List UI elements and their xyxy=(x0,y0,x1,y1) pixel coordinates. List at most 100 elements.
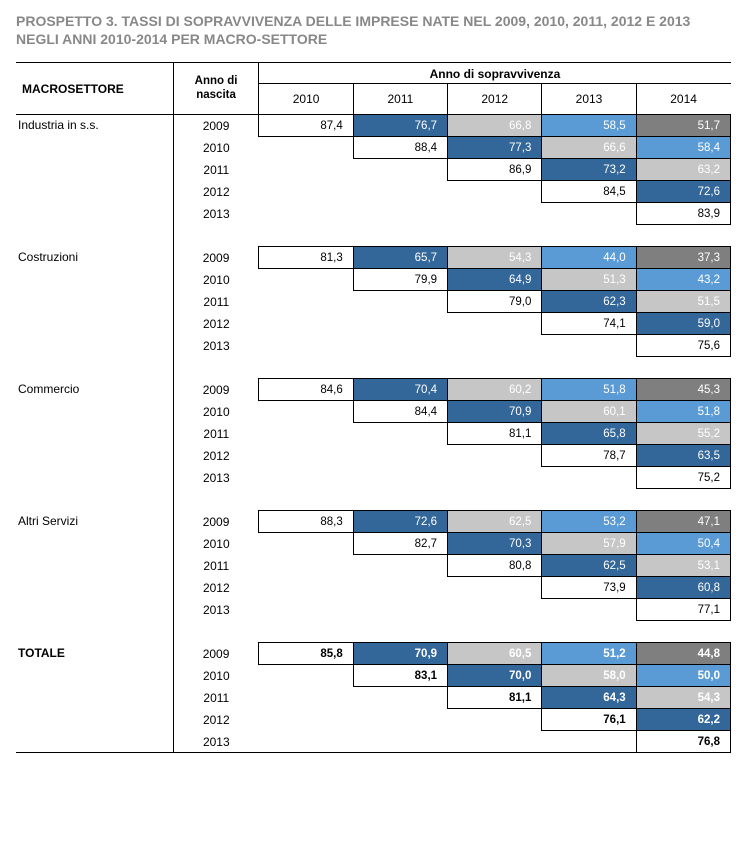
empty-cell xyxy=(259,731,353,753)
empty-cell xyxy=(542,731,636,753)
value-cell: 78,7 xyxy=(542,445,636,467)
empty-cell xyxy=(353,159,447,181)
empty-cell xyxy=(353,423,447,445)
empty-cell xyxy=(353,731,447,753)
birth-year: 2010 xyxy=(173,533,259,555)
value-cell: 62,5 xyxy=(542,555,636,577)
sector-label: Costruzioni xyxy=(16,247,173,379)
empty-cell xyxy=(259,401,353,423)
value-cell: 55,2 xyxy=(636,423,730,445)
value-cell: 84,6 xyxy=(259,379,353,401)
sector-label: Industria in s.s. xyxy=(16,115,173,247)
birth-year: 2012 xyxy=(173,445,259,467)
birth-year: 2010 xyxy=(173,137,259,159)
value-cell: 45,3 xyxy=(636,379,730,401)
header-year-2013: 2013 xyxy=(542,84,636,115)
value-cell: 75,2 xyxy=(636,467,730,489)
empty-cell xyxy=(259,577,353,599)
value-cell: 53,1 xyxy=(636,555,730,577)
value-cell: 70,0 xyxy=(448,665,542,687)
value-cell: 62,3 xyxy=(542,291,636,313)
table-row: Industria in s.s.200987,476,766,858,551,… xyxy=(16,115,731,137)
empty-cell xyxy=(448,203,542,225)
table-row: Costruzioni200981,365,754,344,037,3 xyxy=(16,247,731,269)
birth-year: 2011 xyxy=(173,555,259,577)
value-cell: 60,2 xyxy=(448,379,542,401)
birth-year: 2010 xyxy=(173,269,259,291)
empty-cell xyxy=(259,687,353,709)
value-cell: 70,9 xyxy=(353,643,447,665)
table-row: Altri Servizi200988,372,662,553,247,1 xyxy=(16,511,731,533)
value-cell: 77,1 xyxy=(636,599,730,621)
value-cell: 72,6 xyxy=(353,511,447,533)
birth-year: 2009 xyxy=(173,511,259,533)
empty-cell xyxy=(353,555,447,577)
value-cell: 79,9 xyxy=(353,269,447,291)
value-cell: 66,8 xyxy=(448,115,542,137)
table-title: PROSPETTO 3. TASSI DI SOPRAVVIVENZA DELL… xyxy=(16,12,731,48)
value-cell: 65,7 xyxy=(353,247,447,269)
empty-cell xyxy=(259,709,353,731)
birth-year: 2009 xyxy=(173,379,259,401)
empty-cell xyxy=(542,203,636,225)
value-cell: 64,3 xyxy=(542,687,636,709)
empty-cell xyxy=(353,599,447,621)
empty-cell xyxy=(259,269,353,291)
table-body: Industria in s.s.200987,476,766,858,551,… xyxy=(16,115,731,753)
empty-cell xyxy=(448,467,542,489)
value-cell: 81,1 xyxy=(448,687,542,709)
value-cell: 81,1 xyxy=(448,423,542,445)
empty-cell xyxy=(259,599,353,621)
header-year-2011: 2011 xyxy=(353,84,447,115)
empty-cell xyxy=(259,313,353,335)
value-cell: 81,3 xyxy=(259,247,353,269)
empty-cell xyxy=(353,335,447,357)
empty-cell xyxy=(353,181,447,203)
value-cell: 77,3 xyxy=(448,137,542,159)
value-cell: 85,8 xyxy=(259,643,353,665)
birth-year: 2011 xyxy=(173,423,259,445)
value-cell: 79,0 xyxy=(448,291,542,313)
value-cell: 51,3 xyxy=(542,269,636,291)
value-cell: 51,5 xyxy=(636,291,730,313)
birth-year: 2009 xyxy=(173,115,259,137)
table-row: Commercio200984,670,460,251,845,3 xyxy=(16,379,731,401)
birth-year: 2010 xyxy=(173,665,259,687)
value-cell: 86,9 xyxy=(448,159,542,181)
empty-cell xyxy=(353,291,447,313)
value-cell: 63,2 xyxy=(636,159,730,181)
header-year-2010: 2010 xyxy=(259,84,353,115)
birth-year: 2013 xyxy=(173,335,259,357)
value-cell: 58,4 xyxy=(636,137,730,159)
empty-cell xyxy=(353,313,447,335)
survival-table: MACROSETTORE Anno di nascita Anno di sop… xyxy=(16,62,731,753)
empty-cell xyxy=(259,137,353,159)
birth-year: 2013 xyxy=(173,599,259,621)
header-year-2014: 2014 xyxy=(636,84,730,115)
value-cell: 57,9 xyxy=(542,533,636,555)
empty-cell xyxy=(259,423,353,445)
value-cell: 70,9 xyxy=(448,401,542,423)
value-cell: 50,4 xyxy=(636,533,730,555)
sector-label: Altri Servizi xyxy=(16,511,173,643)
empty-cell xyxy=(259,291,353,313)
value-cell: 88,3 xyxy=(259,511,353,533)
value-cell: 84,4 xyxy=(353,401,447,423)
value-cell: 83,1 xyxy=(353,665,447,687)
empty-cell xyxy=(353,577,447,599)
birth-year: 2012 xyxy=(173,181,259,203)
value-cell: 73,9 xyxy=(542,577,636,599)
header-anno-sopravvivenza: Anno di sopravvivenza xyxy=(259,63,731,84)
value-cell: 50,0 xyxy=(636,665,730,687)
value-cell: 54,3 xyxy=(636,687,730,709)
birth-year: 2013 xyxy=(173,203,259,225)
empty-cell xyxy=(259,445,353,467)
birth-year: 2013 xyxy=(173,467,259,489)
value-cell: 51,8 xyxy=(636,401,730,423)
birth-year: 2011 xyxy=(173,159,259,181)
value-cell: 60,1 xyxy=(542,401,636,423)
empty-cell xyxy=(448,709,542,731)
value-cell: 59,0 xyxy=(636,313,730,335)
value-cell: 76,1 xyxy=(542,709,636,731)
value-cell: 60,5 xyxy=(448,643,542,665)
